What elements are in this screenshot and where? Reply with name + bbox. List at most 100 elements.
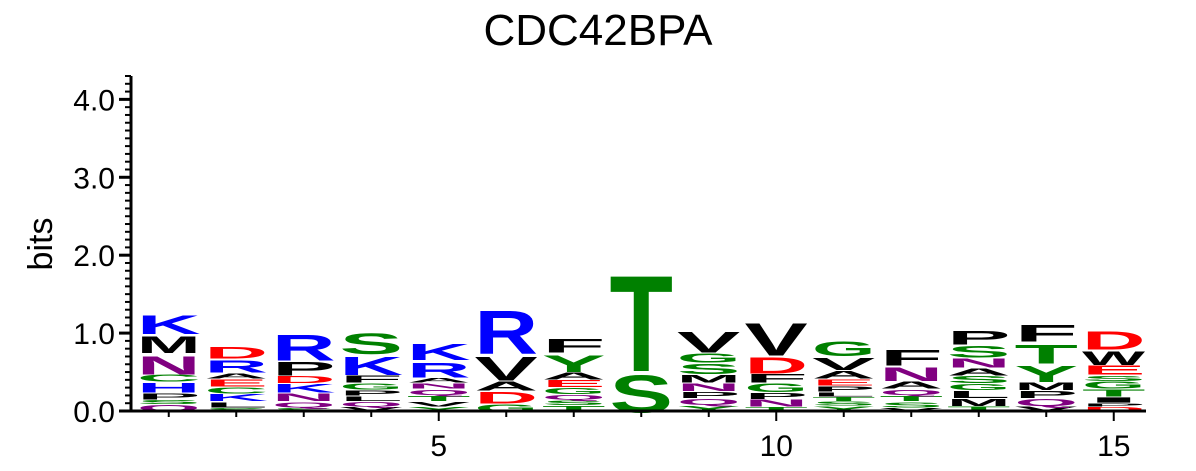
logo-letter-D: D	[272, 375, 336, 386]
logo-letter-V: V	[1015, 405, 1078, 413]
logo-letter-A: A	[880, 380, 944, 391]
x-tick-label: 5	[430, 430, 447, 463]
x-tick-label: 15	[1097, 430, 1130, 463]
logo-letter-S: S	[947, 343, 1010, 361]
logo-letter-N: N	[745, 398, 809, 409]
logo-letter-H: H	[137, 381, 200, 396]
logo-letter-R: R	[272, 328, 335, 369]
logo-letter-V: V	[677, 325, 740, 359]
logo-letter-F: F	[340, 374, 403, 385]
logo-letter-K: K	[407, 339, 470, 365]
logo-letter-R: R	[475, 299, 538, 368]
logo-letter-W: W	[1082, 347, 1146, 369]
logo-letter-M: M	[137, 331, 200, 358]
logo-letter-M: M	[947, 397, 1010, 408]
logo-letter-V: V	[475, 351, 538, 389]
logo-letter-Y: Y	[812, 405, 876, 413]
logo-letter-G: G	[947, 382, 1010, 392]
logo-letter-S: S	[1082, 374, 1145, 383]
logo-letter-G: G	[677, 351, 740, 365]
logo-letter-V: V	[745, 313, 809, 365]
logo-letter-P: P	[745, 391, 808, 401]
logo-letter-Q: Q	[542, 394, 605, 401]
logo-letter-A: A	[205, 372, 269, 381]
logo-letter-S: S	[880, 400, 943, 409]
logo-letter-G: G	[475, 403, 538, 414]
logo-letter-T: T	[880, 394, 943, 403]
logo-letter-T: T	[947, 405, 1011, 413]
logo-letter-Q: Q	[677, 397, 740, 407]
logo-letter-T: T	[745, 406, 809, 413]
logo-letter-T: T	[407, 394, 470, 403]
logo-letter-L: L	[340, 395, 403, 403]
logo-letter-P: P	[340, 389, 403, 398]
x-tick-label: 10	[760, 430, 793, 463]
logo-letter-T: T	[542, 404, 605, 413]
logo-letter-N: N	[677, 382, 740, 394]
logo-letter-P: P	[677, 390, 740, 400]
logo-letter-N: N	[137, 351, 200, 380]
logo-letter-C: C	[205, 386, 269, 396]
logo-letter-E: E	[542, 379, 606, 390]
logo-letter-V: V	[812, 355, 875, 374]
logo-letter-K: K	[272, 382, 336, 395]
logo-letter-A: A	[542, 371, 606, 382]
y-axis-label: bits	[22, 218, 60, 271]
logo-letter-F: F	[542, 335, 606, 357]
logo-letter-D: D	[205, 344, 268, 362]
logo-letter-S: S	[812, 401, 875, 407]
logo-letter-A: A	[947, 367, 1011, 378]
logo-letter-K: K	[137, 309, 201, 339]
logo-letter-Y: Y	[407, 406, 470, 412]
logo-letter-S: S	[340, 327, 403, 361]
logo-letter-D: D	[1082, 326, 1145, 355]
chart-title: CDC42BPA	[483, 6, 713, 55]
logo-letter-G: G	[542, 386, 605, 396]
y-tick-label: 1.0	[73, 318, 115, 351]
logo-letter-F: F	[880, 346, 943, 371]
logo-letter-Y: Y	[677, 404, 740, 413]
logo-letter-C: C	[137, 373, 201, 384]
logo-letter-E: E	[812, 378, 875, 388]
logo-letter-A: A	[475, 379, 539, 393]
chart-axes: 0.0 1.0 2.0 3.0 4.0 5 10 15	[73, 75, 1146, 463]
logo-letter-M: M	[677, 373, 740, 385]
logo-letter-L: L	[947, 389, 1010, 400]
logo-letter-L: L	[205, 400, 268, 409]
logo-letter-T: T	[812, 396, 876, 403]
logo-letter-L: L	[812, 391, 875, 398]
logo-letter-F: F	[1015, 320, 1078, 347]
logo-letter-I: I	[1082, 396, 1145, 405]
logo-letter-G: G	[812, 337, 875, 361]
logo-letter-A: A	[407, 376, 470, 383]
logo-letter-P: P	[947, 327, 1010, 349]
logo-letter-P: P	[1082, 402, 1145, 407]
logo-letter-N: N	[880, 364, 943, 386]
logo-letter-E: E	[205, 378, 269, 389]
logo-letter-D: D	[475, 389, 538, 407]
logo-letter-Q: Q	[1015, 397, 1078, 408]
logo-letters: QSPHCNMKSLKCEARDSQNKDPRVQLPGFKSYVTQNARKG…	[137, 247, 1146, 424]
logo-letter-T: T	[610, 247, 673, 400]
logo-letter-G: G	[340, 382, 403, 392]
logo-letter-R: R	[205, 357, 268, 376]
y-tick-label: 0.0	[73, 396, 115, 429]
y-tick-label: 2.0	[73, 240, 115, 273]
logo-letter-Q: Q	[137, 403, 200, 413]
logo-letter-N: N	[407, 382, 471, 391]
logo-letter-D: D	[1082, 406, 1146, 412]
logo-letter-F: F	[745, 372, 808, 385]
logo-letter-Q: Q	[340, 401, 403, 408]
logo-letter-E: E	[1082, 364, 1145, 378]
logo-letter-P: P	[812, 385, 875, 394]
logo-letter-P: P	[1015, 389, 1079, 400]
y-tick-label: 3.0	[73, 162, 115, 195]
logo-letter-N: N	[272, 392, 335, 404]
logo-letter-Y: Y	[1015, 361, 1078, 387]
logo-letter-S: S	[677, 361, 741, 377]
logo-letter-D: D	[745, 353, 808, 379]
logo-letter-P: P	[272, 358, 335, 380]
logo-letter-Q: Q	[880, 388, 943, 397]
logo-letter-A: A	[812, 369, 875, 381]
